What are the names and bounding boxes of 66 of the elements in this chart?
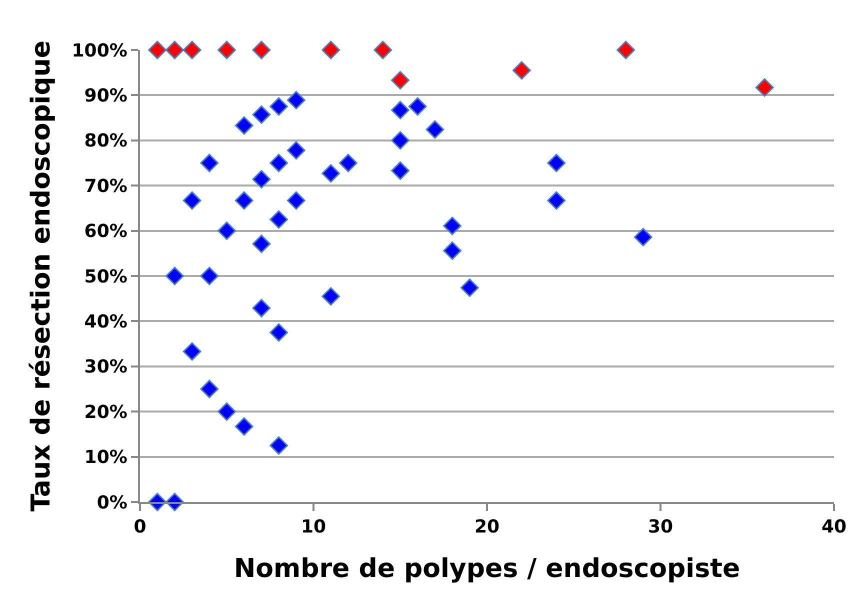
point — [252, 40, 271, 60]
y-axis-title: Taux de résection endoscopique — [26, 40, 57, 512]
point — [286, 191, 306, 210]
point — [322, 287, 340, 306]
point — [391, 100, 410, 120]
point — [391, 131, 410, 150]
x-axis-title: Nombre de polypes / endoscopiste — [234, 554, 740, 584]
point — [755, 78, 774, 97]
point — [252, 105, 271, 124]
x-tick-label: 20 — [474, 516, 500, 538]
point — [391, 161, 410, 180]
point — [166, 266, 184, 286]
point — [443, 216, 462, 236]
point — [270, 436, 288, 455]
point — [270, 323, 288, 342]
y-tick-label: 20% — [84, 402, 128, 423]
point — [234, 116, 254, 135]
point — [547, 154, 566, 172]
point — [166, 40, 184, 60]
x-tick-label: 10 — [300, 516, 326, 538]
point — [148, 40, 167, 60]
point — [460, 278, 479, 297]
y-tick-label: 40% — [84, 312, 128, 332]
point — [374, 40, 392, 60]
point — [200, 380, 219, 398]
point — [200, 154, 219, 172]
y-tick-label: 50% — [84, 266, 128, 288]
point — [252, 234, 271, 254]
point — [547, 191, 566, 210]
point — [200, 266, 219, 286]
point — [252, 298, 271, 318]
point — [443, 241, 462, 260]
point — [270, 97, 288, 116]
y-tick-label: 30% — [84, 356, 128, 378]
point — [322, 164, 340, 183]
y-tick-label: 100% — [72, 40, 128, 62]
point — [270, 154, 288, 172]
x-tick-label: 0 — [134, 516, 146, 538]
y-tick-label: 0% — [96, 492, 128, 514]
point — [218, 402, 236, 421]
point — [252, 170, 271, 188]
point — [270, 210, 288, 229]
point — [426, 120, 444, 139]
point — [286, 141, 306, 160]
x-tick-label: 30 — [648, 516, 674, 538]
point — [182, 342, 202, 361]
point — [512, 61, 531, 80]
point — [322, 40, 340, 60]
point — [218, 40, 236, 60]
y-tick-label: 70% — [84, 176, 128, 197]
point — [234, 417, 254, 436]
point — [616, 40, 635, 60]
y-tick-label: 10% — [84, 447, 128, 468]
point — [234, 191, 254, 210]
y-tick-label: 60% — [84, 221, 128, 242]
point — [182, 191, 202, 210]
y-tick-label: 90% — [84, 86, 128, 106]
point — [182, 40, 202, 60]
point — [218, 222, 236, 240]
point — [286, 90, 306, 110]
point — [408, 97, 427, 116]
x-tick-label: 40 — [821, 516, 847, 538]
point — [391, 71, 410, 90]
y-tick-label: 80% — [84, 130, 128, 152]
point — [339, 154, 358, 172]
point — [634, 228, 652, 246]
